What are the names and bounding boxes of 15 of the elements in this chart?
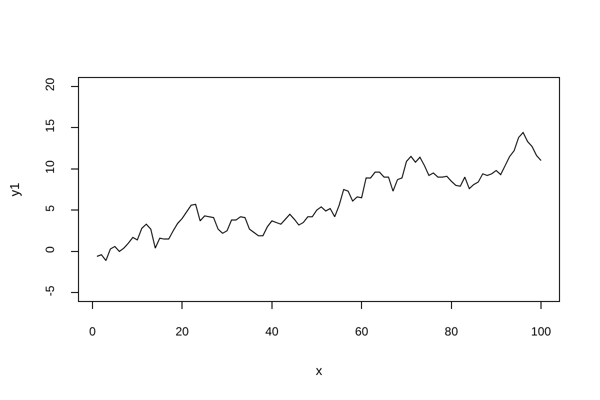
x-tick-label: 0 bbox=[89, 324, 96, 338]
y-tick-label: 10 bbox=[43, 160, 58, 174]
x-tick-label: 80 bbox=[444, 324, 458, 338]
y-tick-label: 5 bbox=[43, 204, 58, 212]
y-tick-label: 15 bbox=[43, 118, 58, 132]
y-tick-label: -5 bbox=[43, 285, 58, 296]
x-tick-label: 100 bbox=[531, 324, 552, 338]
x-axis-title: x bbox=[316, 363, 323, 378]
line-series bbox=[96, 132, 542, 262]
x-tick-label: 20 bbox=[176, 324, 190, 338]
x-tick-label: 60 bbox=[354, 324, 369, 338]
x-tick-label: 40 bbox=[265, 324, 279, 338]
y-tick-label: 0 bbox=[43, 246, 58, 253]
y-axis-title: y1 bbox=[7, 182, 22, 196]
y-tick-label: 20 bbox=[43, 77, 58, 92]
